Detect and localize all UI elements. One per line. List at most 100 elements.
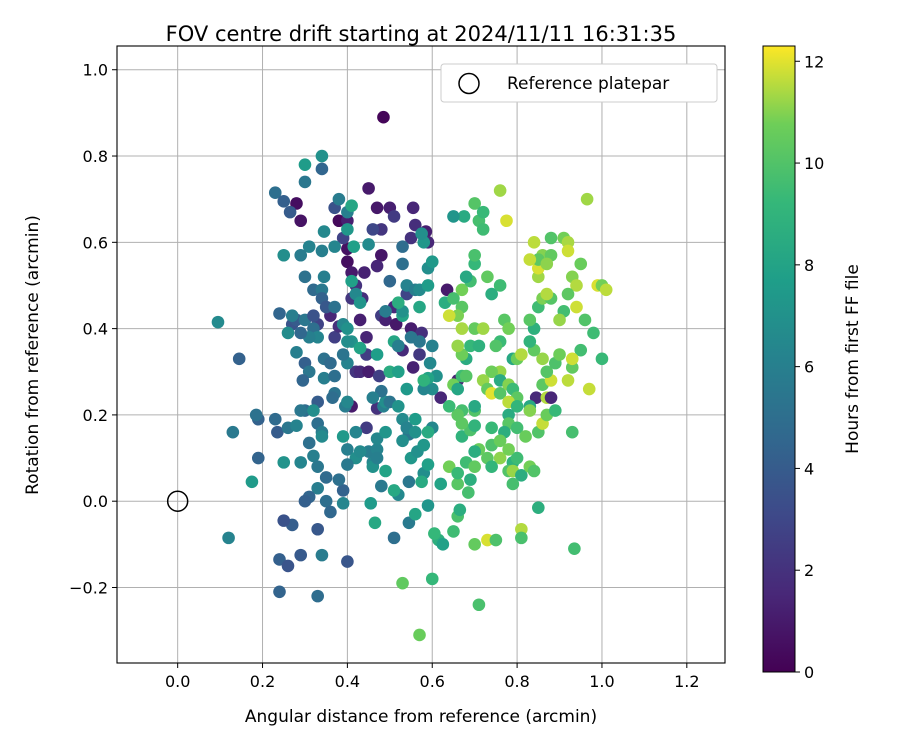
data-point [540,287,554,301]
data-point [587,326,600,340]
data-point [298,270,312,284]
data-point [294,248,308,262]
data-point [315,430,329,443]
data-point [249,408,263,422]
data-point [515,522,528,536]
data-point [281,326,295,340]
data-point [540,257,554,271]
colorbar-ticks: 0 2 4 6 8 10 12 [795,52,824,682]
data-point [387,210,401,223]
data-point [277,456,291,469]
data-point [392,399,405,413]
data-point [273,585,286,599]
data-point [400,382,414,396]
data-point [281,559,295,573]
data-point [523,335,537,348]
colorbar-tick-label: 12 [804,52,824,71]
data-point [408,412,422,426]
data-point [417,382,431,396]
data-point [436,538,450,551]
data-point [375,248,388,262]
data-point [523,253,537,266]
data-point [476,223,490,236]
data-point [283,205,297,219]
data-point [455,322,469,335]
data-point [580,192,594,206]
data-point [341,335,354,348]
data-point [353,445,367,458]
x-tick-label: 0.2 [250,672,275,691]
data-point [515,469,528,482]
data-point [425,255,439,269]
data-point [379,425,392,439]
colorbar-tick-label: 4 [804,459,814,478]
data-point [476,322,490,335]
data-point [428,527,441,540]
data-point [462,486,475,499]
data-point [447,210,460,223]
data-point [493,451,507,465]
data-point [211,315,225,329]
data-point [366,391,380,404]
data-point [468,197,481,210]
data-point [536,352,549,366]
data-point [358,266,371,279]
data-point [532,501,545,514]
data-point [417,374,431,387]
colorbar-tick-label: 6 [804,358,814,377]
data-point [366,223,380,236]
data-point [379,305,392,318]
data-point [277,514,291,527]
data-point [485,287,498,301]
data-point [311,481,324,495]
data-point [553,313,566,327]
data-point [404,231,418,245]
data-point [529,391,543,404]
data-point [298,175,312,189]
data-point [527,464,541,478]
data-point [360,330,373,344]
x-tick-label: 1.0 [589,672,614,691]
data-point [421,279,435,292]
data-point [406,361,420,374]
data-point [294,456,308,469]
data-point [370,348,384,361]
data-point [341,322,354,335]
data-point [451,477,465,491]
data-point [389,317,403,331]
data-point [485,365,498,379]
data-point [489,339,503,353]
data-point [307,449,320,463]
data-point [540,365,554,379]
data-point [324,356,337,370]
data-point [377,110,390,124]
data-point [500,214,513,228]
data-point [459,270,473,284]
data-point [387,484,401,497]
data-point [290,197,303,210]
data-point [413,348,426,361]
data-point [290,346,303,359]
data-point [574,257,588,271]
data-point [396,257,409,271]
data-point [515,348,528,361]
data-point [317,371,331,385]
data-point [440,283,454,297]
data-point [315,149,329,163]
data-point [349,425,363,439]
data-point [544,231,558,245]
data-point [294,404,308,417]
data-point [396,240,409,253]
data-point [457,210,471,223]
data-point [302,365,316,379]
data-point [294,214,308,228]
data-point [402,475,416,489]
data-point [599,283,613,297]
data-point [345,266,358,279]
data-point [595,352,609,366]
data-point [311,460,324,473]
data-point [578,313,592,327]
data-point [421,425,435,439]
data-point [468,445,481,458]
data-point [336,484,350,497]
